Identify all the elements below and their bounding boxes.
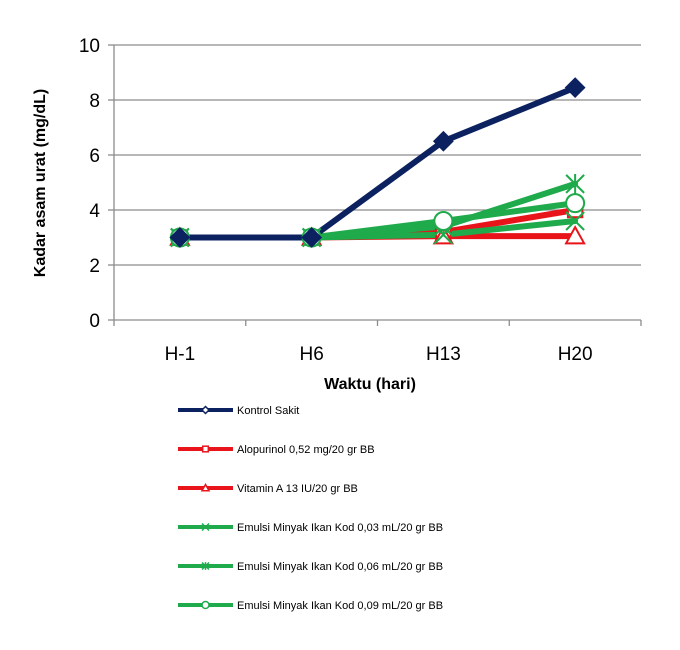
y-axis-label: Kadar asam urat (mg/dL) (32, 89, 49, 277)
gridlines (114, 44, 641, 266)
legend-swatch-marker (200, 482, 211, 492)
axes: 0 2 4 6 8 10 H-1 H6 H13 H20 (79, 36, 642, 365)
data-point-marker (432, 130, 454, 152)
legend-label: Emulsi Minyak Ikan Kod 0,06 mL/20 gr BB (237, 561, 443, 573)
data-point-marker (433, 211, 454, 231)
legend-swatch-marker (201, 600, 210, 610)
data-point-marker (565, 193, 586, 214)
y-tick-label: 8 (89, 91, 100, 112)
legend-label: Emulsi Minyak Ikan Kod 0,09 mL/20 gr BB (237, 600, 443, 612)
y-tick-label: 2 (89, 256, 100, 277)
y-tick-label: 0 (89, 311, 100, 332)
x-tick-label: H6 (299, 344, 323, 365)
legend-label: Alopurinol 0,52 mg/20 gr BB (237, 444, 375, 456)
data-point-marker (169, 227, 191, 248)
data-point-marker (565, 211, 585, 231)
x-tick-label: H13 (426, 344, 461, 365)
y-tick-label: 10 (79, 36, 100, 57)
legend-swatch-marker (200, 405, 211, 415)
legend: Kontrol Sakit Alopurinol 0,52 mg/20 gr BB… (178, 405, 443, 612)
data-point-marker (301, 227, 323, 248)
x-tick-label: H-1 (165, 344, 196, 365)
legend-swatch-marker (201, 445, 210, 453)
data-point-marker (564, 225, 586, 245)
legend-swatch-marker (201, 561, 210, 571)
x-axis-label: Waktu (hari) (324, 376, 416, 393)
x-tick-label: H20 (558, 344, 593, 365)
legend-label: Vitamin A 13 IU/20 gr BB (237, 483, 358, 495)
y-tick-label: 6 (89, 146, 100, 167)
legend-swatch-marker (201, 522, 210, 532)
data-point-marker (564, 77, 586, 99)
series-line (176, 84, 579, 241)
legend-label: Kontrol Sakit (237, 405, 299, 417)
legend-label: Emulsi Minyak Ikan Kod 0,03 mL/20 gr BB (237, 522, 443, 534)
y-tick-label: 4 (89, 201, 100, 222)
data-point-marker (565, 173, 585, 194)
series-lines (169, 77, 586, 248)
